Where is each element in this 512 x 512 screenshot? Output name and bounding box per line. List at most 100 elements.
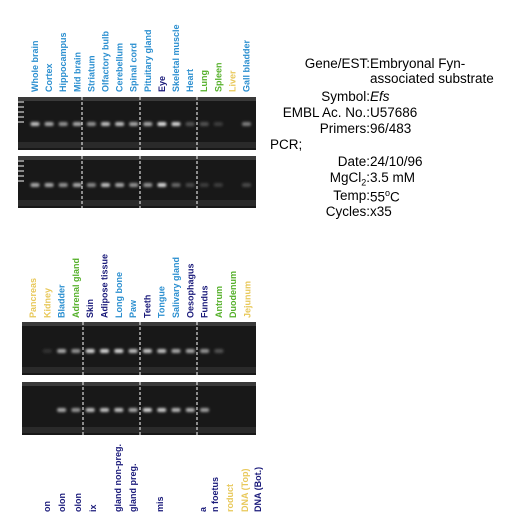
gel-front xyxy=(22,427,256,433)
band xyxy=(115,122,125,126)
superscript: o xyxy=(385,188,391,198)
band xyxy=(72,122,82,126)
lane-label: Gall bladder xyxy=(242,39,252,92)
band xyxy=(44,183,54,187)
lane-label: Liver xyxy=(227,70,237,92)
lane-label: Cerebellum xyxy=(115,43,125,92)
band xyxy=(129,183,139,187)
lane-label: gland non-preg. xyxy=(113,444,123,512)
band xyxy=(242,183,251,187)
band xyxy=(185,408,195,412)
lane-label: Pituitary gland xyxy=(143,29,153,92)
band xyxy=(171,122,181,126)
label: Primers: xyxy=(319,121,370,136)
band xyxy=(200,408,210,412)
lane-label: Pancreas xyxy=(28,278,38,318)
lane-label: Fundus xyxy=(200,286,210,319)
value: U57686 xyxy=(370,105,418,120)
lane-label: Jejunum xyxy=(243,281,253,318)
band xyxy=(86,183,96,187)
band xyxy=(85,349,95,353)
band xyxy=(30,122,40,126)
band xyxy=(157,183,167,187)
band xyxy=(42,349,52,353)
band xyxy=(185,349,195,353)
lane-label: Skin xyxy=(85,299,95,318)
band xyxy=(71,349,81,353)
lane-label: DNA (Top) xyxy=(240,469,250,512)
band xyxy=(213,183,223,187)
band xyxy=(114,408,124,412)
band xyxy=(199,183,209,187)
lane-label: Spleen xyxy=(213,62,223,92)
marker-band xyxy=(18,116,24,118)
band xyxy=(128,349,138,353)
gene-row: Gene/EST: Embryonal Fyn-associated subst… xyxy=(0,56,512,92)
lane-label: Mid brain xyxy=(72,52,82,92)
label: Temp: xyxy=(333,188,370,203)
lane-label: Teeth xyxy=(142,295,152,318)
gel-front xyxy=(22,367,256,373)
label: MgCl2: xyxy=(330,170,370,188)
gel-well xyxy=(22,322,256,326)
lane-label: Antrum xyxy=(214,286,224,318)
lane-label: Heart xyxy=(185,69,195,92)
lane-label: Paw xyxy=(128,299,138,318)
band xyxy=(58,183,68,187)
gel xyxy=(22,322,256,375)
band xyxy=(213,122,223,126)
band xyxy=(86,122,96,126)
lane-label: Oesophagus xyxy=(185,263,195,318)
temp-value: 55 xyxy=(370,189,386,205)
marker-band xyxy=(18,180,24,182)
gel-front xyxy=(18,200,256,206)
value: 55oC xyxy=(370,188,400,205)
lane-label: gland preg. xyxy=(128,463,138,512)
lane-label: Striatum xyxy=(86,55,96,92)
subscript: 2 xyxy=(361,177,367,188)
band xyxy=(57,349,67,353)
value: 24/10/96 xyxy=(370,154,423,169)
marker-band xyxy=(18,121,24,123)
marker-band xyxy=(18,106,24,108)
value: Embryonal Fyn-associated substrate xyxy=(370,56,494,86)
marker-band xyxy=(18,111,24,113)
label: Symbol: xyxy=(321,89,370,104)
label: Gene/EST: xyxy=(304,56,370,71)
gel-well xyxy=(22,382,256,386)
band xyxy=(129,122,139,126)
lane-label: ix xyxy=(88,504,98,512)
lane-label: olon xyxy=(73,493,83,512)
band xyxy=(58,122,68,126)
colon: : xyxy=(366,170,370,185)
band xyxy=(44,122,54,126)
gel-well xyxy=(18,97,256,101)
value: 3.5 mM xyxy=(370,170,416,185)
band xyxy=(200,349,210,353)
band xyxy=(171,408,181,412)
band xyxy=(57,408,67,412)
gel-front xyxy=(18,142,256,148)
lane-label: Olfactory bulb xyxy=(101,30,111,92)
band xyxy=(72,183,82,187)
band xyxy=(100,408,109,412)
marker-band xyxy=(18,160,24,162)
lane-label: Adipose tissue xyxy=(100,254,110,318)
band xyxy=(101,183,110,187)
value: 96/483 xyxy=(370,121,412,136)
label-text: MgCl xyxy=(329,170,362,185)
band xyxy=(171,183,181,187)
lane-label: Tongue xyxy=(157,286,167,318)
band xyxy=(85,408,95,412)
band xyxy=(30,183,40,187)
label: Date: xyxy=(337,154,370,169)
band xyxy=(157,349,167,353)
lane-label: n foetus xyxy=(210,477,220,512)
lane-label: Cortex xyxy=(44,63,54,92)
lane-label: Long bone xyxy=(114,272,124,318)
lane-label: Bladder xyxy=(57,284,67,318)
band xyxy=(143,183,153,187)
lane-label: Eye xyxy=(157,76,167,92)
lane-label: Adrenal gland xyxy=(71,258,81,318)
